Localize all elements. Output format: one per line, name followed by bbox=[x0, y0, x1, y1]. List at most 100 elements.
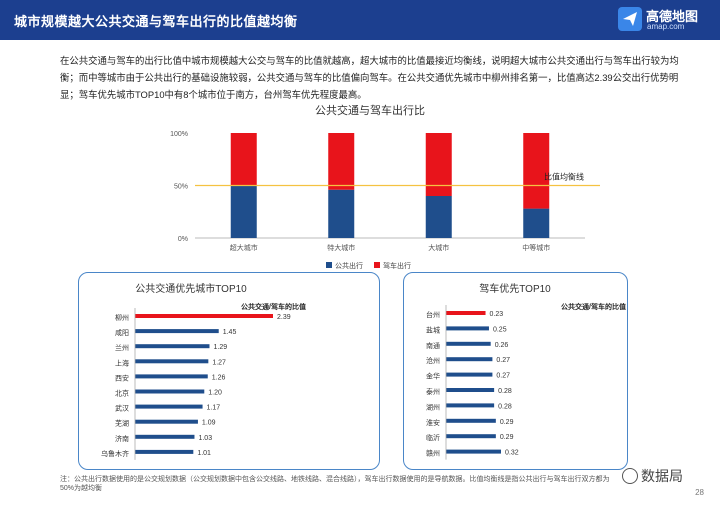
bar bbox=[135, 404, 203, 409]
bar bbox=[446, 357, 493, 362]
driving-bar-segment bbox=[523, 133, 550, 209]
category-label: 泰州 bbox=[426, 387, 440, 396]
value-label: 1.03 bbox=[198, 435, 212, 442]
ratio-stacked-bar-chart: 公共交通与驾车出行比 0% 50% 100% 超大城市 特大城市 大城市 中等城市 比值均衡线公… bbox=[170, 103, 600, 270]
transit-bar-segment bbox=[230, 185, 257, 238]
bar bbox=[446, 326, 489, 331]
legend-swatch bbox=[326, 262, 332, 268]
category-label: 柳州 bbox=[115, 313, 129, 322]
transit-bar-segment bbox=[523, 208, 550, 238]
category-label: 盐城 bbox=[426, 325, 440, 334]
bar bbox=[135, 374, 208, 379]
value-label: 0.27 bbox=[496, 373, 510, 380]
value-label: 1.26 bbox=[212, 374, 226, 381]
category-label: 南通 bbox=[426, 341, 440, 350]
bar bbox=[135, 329, 219, 334]
transit-top10-panel: 公共交通优先城市TOP10 公共交通/驾车的比值柳州 2.39 咸阳 1.45 兰州 1.2… bbox=[78, 272, 380, 470]
value-label: 0.32 bbox=[505, 450, 519, 457]
category-label: 台州 bbox=[426, 310, 440, 319]
footnote: 注：公共出行数据使用的是公交规划数据（公交规划数据中包含公交线路、地铁线路、混合… bbox=[60, 476, 610, 492]
bar bbox=[135, 389, 205, 394]
category-label: 湖州 bbox=[426, 402, 440, 411]
bar bbox=[135, 419, 198, 424]
header-bar: 城市规模越大公共交通与驾车出行的比值越均衡 高德地图 amap.com bbox=[0, 0, 720, 40]
bar bbox=[446, 311, 486, 315]
watermark-text: 数据局 bbox=[641, 468, 683, 484]
bar bbox=[135, 359, 209, 364]
category-label: 沧州 bbox=[426, 356, 440, 365]
driving-bar-segment bbox=[328, 133, 355, 190]
intro-paragraph: 在公共交通与驾车的出行比值中城市规模越大公交与驾车的比值就越高，超大城市的比值最… bbox=[60, 55, 679, 100]
driving-bar-segment bbox=[230, 133, 257, 186]
value-label: 2.39 bbox=[277, 314, 291, 321]
legend-label: 公共出行 bbox=[335, 261, 363, 270]
page-number: 28 bbox=[695, 488, 704, 497]
x-category-label: 大城市 bbox=[428, 243, 449, 252]
value-label: 0.26 bbox=[495, 342, 509, 349]
bar bbox=[446, 418, 496, 423]
paper-plane-icon bbox=[618, 7, 642, 31]
wechat-icon bbox=[622, 468, 638, 484]
page-title: 城市规模越大公共交通与驾车出行的比值越均衡 bbox=[14, 14, 298, 29]
value-label: 1.27 bbox=[212, 359, 226, 366]
value-label: 1.29 bbox=[213, 344, 227, 351]
amap-logo: 高德地图 amap.com bbox=[618, 5, 710, 35]
value-label: 0.25 bbox=[493, 326, 507, 333]
category-label: 芜湖 bbox=[115, 419, 129, 428]
driving-top10-panel: 驾车优先TOP10 公共交通/驾车的比值台州 0.23 盐城 0.25 南通 0.26 沧州 0… bbox=[403, 272, 628, 470]
value-axis-label: 公共交通/驾车的比值 bbox=[561, 302, 626, 311]
category-label: 武汉 bbox=[115, 404, 129, 413]
y-tick-label: 0% bbox=[178, 236, 188, 243]
chart-title: 驾车优先TOP10 bbox=[479, 282, 551, 295]
category-label: 咸阳 bbox=[115, 328, 129, 337]
category-label: 济南 bbox=[115, 434, 129, 443]
category-label: 北京 bbox=[115, 389, 129, 398]
bar bbox=[135, 314, 273, 318]
category-label: 临沂 bbox=[426, 433, 440, 442]
category-label: 淮安 bbox=[426, 418, 440, 427]
y-tick-label: 100% bbox=[170, 131, 188, 138]
value-label: 1.09 bbox=[202, 420, 216, 427]
logo-url: amap.com bbox=[647, 22, 685, 31]
logo-name: 高德地图 bbox=[646, 9, 699, 24]
chart-title: 公共交通优先城市TOP10 bbox=[135, 282, 247, 295]
category-label: 赣州 bbox=[426, 449, 440, 458]
bar bbox=[446, 449, 501, 454]
bar bbox=[135, 344, 210, 349]
bar bbox=[135, 434, 195, 439]
chart-title: 公共交通与驾车出行比 bbox=[315, 103, 425, 117]
bar bbox=[446, 403, 495, 408]
bar bbox=[446, 372, 493, 377]
value-label: 0.29 bbox=[500, 419, 514, 426]
value-label: 0.28 bbox=[498, 403, 512, 410]
watermark: 数据局 bbox=[622, 466, 683, 486]
value-label: 0.28 bbox=[498, 388, 512, 395]
x-category-label: 中等城市 bbox=[522, 243, 550, 252]
transit-bar-segment bbox=[328, 189, 355, 238]
legend-swatch bbox=[374, 262, 380, 268]
bar bbox=[135, 449, 194, 454]
value-label: 0.29 bbox=[500, 434, 514, 441]
value-label: 1.45 bbox=[223, 329, 237, 336]
transit-bar-segment bbox=[425, 196, 452, 238]
x-category-label: 超大城市 bbox=[230, 243, 258, 252]
reference-line-label: 比值均衡线 bbox=[544, 172, 584, 182]
bar bbox=[446, 341, 491, 346]
y-tick-label: 50% bbox=[174, 184, 188, 191]
category-label: 西安 bbox=[115, 373, 129, 382]
driving-bar-segment bbox=[425, 133, 452, 196]
category-label: 乌鲁木齐 bbox=[101, 449, 129, 458]
x-category-label: 特大城市 bbox=[327, 243, 355, 252]
category-label: 上海 bbox=[115, 358, 129, 367]
value-label: 1.17 bbox=[207, 405, 221, 412]
value-label: 1.01 bbox=[197, 450, 211, 457]
value-label: 0.23 bbox=[490, 311, 504, 318]
category-label: 金华 bbox=[426, 372, 440, 381]
legend-label: 驾车出行 bbox=[383, 261, 411, 270]
value-axis-label: 公共交通/驾车的比值 bbox=[241, 302, 306, 311]
category-label: 兰州 bbox=[115, 343, 129, 352]
value-label: 0.27 bbox=[496, 357, 510, 364]
bar bbox=[446, 388, 495, 392]
